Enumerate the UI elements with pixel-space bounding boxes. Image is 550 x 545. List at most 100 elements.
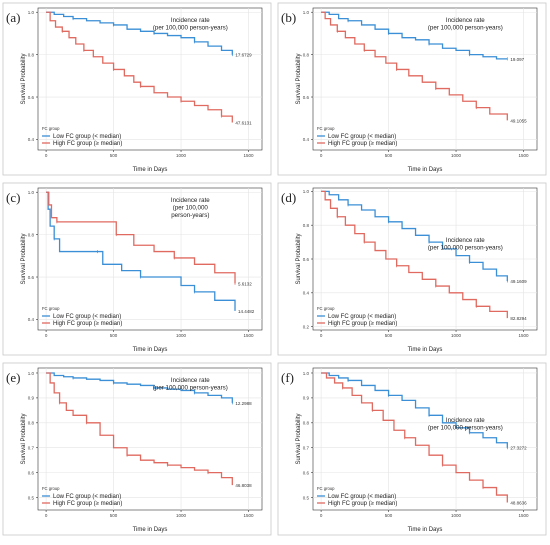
x-tick-label: 0: [45, 513, 48, 518]
legend-title: FC group: [42, 486, 60, 491]
y-tick-label: 0.6: [28, 275, 35, 280]
panel-frame: [277, 182, 547, 356]
end-label-low: 19.097: [510, 57, 524, 62]
x-tick-label: 500: [110, 153, 118, 158]
x-tick-label: 1500: [243, 153, 254, 158]
grid: [38, 188, 262, 330]
x-tick-label: 1000: [176, 333, 187, 338]
y-tick-label: 0.8: [28, 421, 35, 426]
series-line-high: [321, 372, 508, 503]
y-axis-label: Survival Probability: [21, 233, 27, 284]
x-tick-label: 1000: [176, 513, 187, 518]
annotation-line: Incidence rate: [446, 237, 485, 244]
chart-b: 0.4 0.6 0.8 1.0 0 500 1000 1500 Time in Days Surv…: [277, 2, 547, 176]
end-label-high: 82.8294: [510, 316, 527, 321]
grid: [38, 8, 262, 150]
end-label-low: 14.4482: [238, 309, 255, 314]
x-tick-label: 1500: [243, 333, 254, 338]
x-tick-label: 1500: [518, 513, 529, 518]
panel-frame: [2, 2, 272, 176]
x-tick-label: 0: [320, 333, 323, 338]
legend-label-low: Low FC group (< median): [328, 314, 396, 320]
chart-e: 0.5 0.6 0.7 0.8 0.9 1.0 0 500 1000 1500 Time in Da…: [2, 362, 272, 536]
y-tick-label: 1.0: [303, 10, 310, 15]
panel-c: (c) 0.4 0.6 0.8 1.0 0 500 1000 1500 Time in Days…: [0, 180, 275, 360]
legend-title: FC group: [317, 126, 335, 131]
panel-label: (f): [281, 370, 294, 385]
x-axis-label: Time in Days: [408, 347, 443, 353]
annotation-line: person-years): [171, 212, 209, 219]
panel-frame: [277, 2, 547, 176]
legend-title: FC group: [317, 306, 335, 311]
y-axis-label: Survival Probability: [296, 413, 302, 464]
y-tick-label: 0.8: [303, 52, 310, 57]
chart-f: 0.5 0.6 0.7 0.8 0.9 1.0 0 500 1000 1500 Time in Da…: [277, 362, 547, 536]
panel-d: (d) 0.2 0.4 0.6 0.8 1.0 0 500 1000 1500 Time in D…: [275, 180, 550, 360]
y-tick-label: 0.8: [28, 52, 35, 57]
y-tick-label: 0.8: [28, 232, 35, 237]
y-tick-label: 0.6: [28, 470, 35, 475]
grid: [313, 368, 537, 510]
y-axis-label: Survival Probability: [296, 233, 302, 284]
annotation-line: (per 100,000 person-years): [428, 424, 503, 431]
y-tick-label: 0.4: [303, 137, 310, 142]
x-axis-label: Time in Days: [133, 167, 168, 173]
y-tick-label: 0.7: [303, 446, 310, 451]
series-line-high: [46, 372, 233, 486]
chart-c: 0.4 0.6 0.8 1.0 0 500 1000 1500 Time in Days Surv…: [2, 182, 272, 356]
y-tick-label: 1.0: [28, 371, 35, 376]
end-label-high: 49.1055: [510, 118, 527, 123]
end-label-high: 46.8038: [235, 483, 252, 488]
legend-label-high: High FC group (≥ median): [328, 321, 397, 327]
end-label-high: 48.8636: [510, 501, 527, 506]
y-tick-label: 1.0: [303, 189, 310, 194]
grid: [313, 188, 537, 330]
plot-area: [312, 7, 538, 151]
x-tick-label: 1000: [451, 333, 462, 338]
y-tick-label: 0.4: [303, 291, 310, 296]
legend-label-low: Low FC group (< median): [53, 494, 121, 500]
y-axis-label: Survival Probability: [296, 53, 302, 104]
annotation-line: Incidence rate: [171, 197, 210, 204]
annotation-line: (per 100,000 person-years): [428, 25, 503, 32]
end-label-high: 5.6132: [238, 281, 252, 286]
y-tick-label: 0.2: [303, 324, 310, 329]
x-tick-label: 500: [110, 333, 118, 338]
legend-label-low: Low FC group (< median): [53, 134, 121, 140]
y-tick-label: 0.8: [303, 421, 310, 426]
y-tick-label: 0.6: [303, 257, 310, 262]
panel-frame: [2, 182, 272, 356]
y-tick-label: 0.6: [28, 95, 35, 100]
chart-a: 0.4 0.6 0.8 1.0 0 500 1000 1500 Time in Days Surv…: [2, 2, 272, 176]
y-tick-label: 0.4: [28, 137, 35, 142]
legend-label-low: Low FC group (< median): [328, 134, 396, 140]
end-label-high: 47.6131: [235, 120, 252, 125]
grid: [38, 368, 262, 510]
panel-f: (f) 0.5 0.6 0.7 0.8 0.9 1.0 0 500 1000 1500 Time i…: [275, 360, 550, 540]
legend-title: FC group: [42, 306, 60, 311]
x-axis-label: Time in Days: [408, 527, 443, 533]
x-tick-label: 0: [320, 153, 323, 158]
end-label-low: 49.1609: [510, 279, 527, 284]
legend-label-high: High FC group (≥ median): [328, 141, 397, 147]
series-line-low: [46, 11, 233, 55]
annotation-line: Incidence rate: [171, 377, 210, 384]
series-line-high: [321, 11, 508, 121]
legend-label-high: High FC group (≥ median): [53, 501, 122, 507]
x-tick-label: 1500: [518, 153, 529, 158]
legend-label-low: Low FC group (< median): [328, 494, 396, 500]
x-axis-label: Time in Days: [408, 167, 443, 173]
y-axis-label: Survival Probability: [21, 413, 27, 464]
x-tick-label: 0: [45, 153, 48, 158]
legend-label-high: High FC group (≥ median): [53, 321, 122, 327]
annotation-line: (per 100,000 person-years): [153, 25, 228, 32]
panel-frame: [277, 362, 547, 536]
annotation-line: Incidence rate: [446, 17, 485, 24]
legend-title: FC group: [317, 486, 335, 491]
annotation-line: (per 100,000 person-years): [428, 244, 503, 251]
x-tick-label: 1000: [176, 153, 187, 158]
y-tick-label: 0.4: [28, 317, 35, 322]
y-tick-label: 0.6: [303, 95, 310, 100]
y-axis-label: Survival Probability: [21, 53, 27, 104]
plot-area: [37, 367, 263, 511]
